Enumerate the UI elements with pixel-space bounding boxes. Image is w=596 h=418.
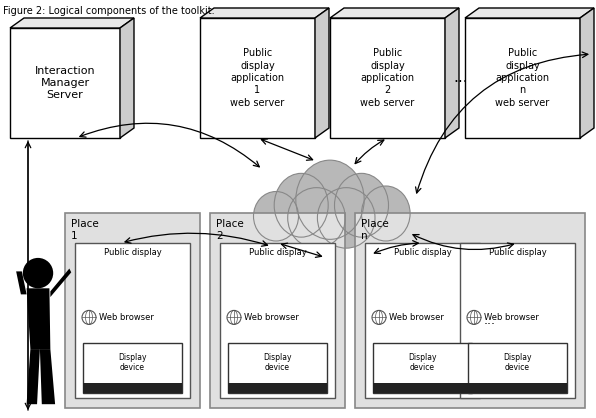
- Bar: [83, 344, 182, 393]
- Text: Display
device: Display device: [118, 352, 147, 372]
- Circle shape: [23, 258, 53, 288]
- Polygon shape: [330, 8, 459, 18]
- Polygon shape: [50, 268, 72, 297]
- Text: Public display: Public display: [104, 248, 162, 257]
- Polygon shape: [200, 8, 329, 18]
- Text: ...: ...: [484, 314, 496, 327]
- Ellipse shape: [253, 191, 299, 241]
- Bar: [65, 213, 200, 408]
- Text: ...: ...: [453, 71, 468, 86]
- Text: Public
display
application
2
web server: Public display application 2 web server: [361, 48, 415, 108]
- Ellipse shape: [362, 186, 410, 241]
- Bar: [228, 383, 327, 393]
- Text: Public
display
application
n
web server: Public display application n web server: [495, 48, 550, 108]
- Text: Place
n: Place n: [361, 219, 389, 241]
- Bar: [468, 383, 567, 393]
- Text: Place
1: Place 1: [71, 219, 99, 241]
- Polygon shape: [40, 349, 55, 404]
- Bar: [220, 243, 335, 398]
- Bar: [330, 18, 445, 138]
- Ellipse shape: [274, 173, 328, 237]
- Text: Figure 2: Logical components of the toolkit.: Figure 2: Logical components of the tool…: [3, 6, 215, 16]
- Text: Display
device: Display device: [263, 352, 292, 372]
- Text: Public display: Public display: [249, 248, 306, 257]
- Ellipse shape: [318, 188, 375, 248]
- Polygon shape: [10, 18, 134, 28]
- Circle shape: [82, 311, 96, 324]
- Bar: [465, 18, 580, 138]
- Bar: [373, 344, 472, 393]
- Bar: [228, 344, 327, 393]
- Polygon shape: [120, 18, 134, 138]
- Polygon shape: [27, 349, 40, 404]
- Polygon shape: [465, 8, 594, 18]
- Text: Web browser: Web browser: [484, 313, 539, 322]
- Text: Display
device: Display device: [503, 352, 532, 372]
- Ellipse shape: [334, 173, 389, 237]
- Text: Public display: Public display: [393, 248, 451, 257]
- Text: Public display: Public display: [489, 248, 547, 257]
- Bar: [200, 18, 315, 138]
- Text: Place
2: Place 2: [216, 219, 244, 241]
- Bar: [83, 383, 182, 393]
- Ellipse shape: [296, 160, 364, 240]
- Text: Interaction
Manager
Server: Interaction Manager Server: [35, 66, 95, 100]
- Bar: [10, 28, 120, 138]
- Polygon shape: [16, 271, 27, 294]
- Polygon shape: [580, 8, 594, 138]
- Text: Display
device: Display device: [408, 352, 437, 372]
- Bar: [210, 213, 345, 408]
- Text: Public
display
application
1
web server: Public display application 1 web server: [231, 48, 285, 108]
- Polygon shape: [445, 8, 459, 138]
- Text: Web browser: Web browser: [244, 313, 299, 322]
- Bar: [355, 213, 585, 408]
- Bar: [460, 243, 575, 398]
- Text: Web browser: Web browser: [99, 313, 154, 322]
- Bar: [365, 243, 480, 398]
- Text: Web browser: Web browser: [389, 313, 444, 322]
- Polygon shape: [27, 288, 50, 349]
- Circle shape: [227, 311, 241, 324]
- Bar: [373, 383, 472, 393]
- Circle shape: [372, 311, 386, 324]
- Bar: [75, 243, 190, 398]
- Polygon shape: [315, 8, 329, 138]
- Ellipse shape: [288, 188, 345, 248]
- Circle shape: [467, 311, 481, 324]
- Bar: [468, 344, 567, 393]
